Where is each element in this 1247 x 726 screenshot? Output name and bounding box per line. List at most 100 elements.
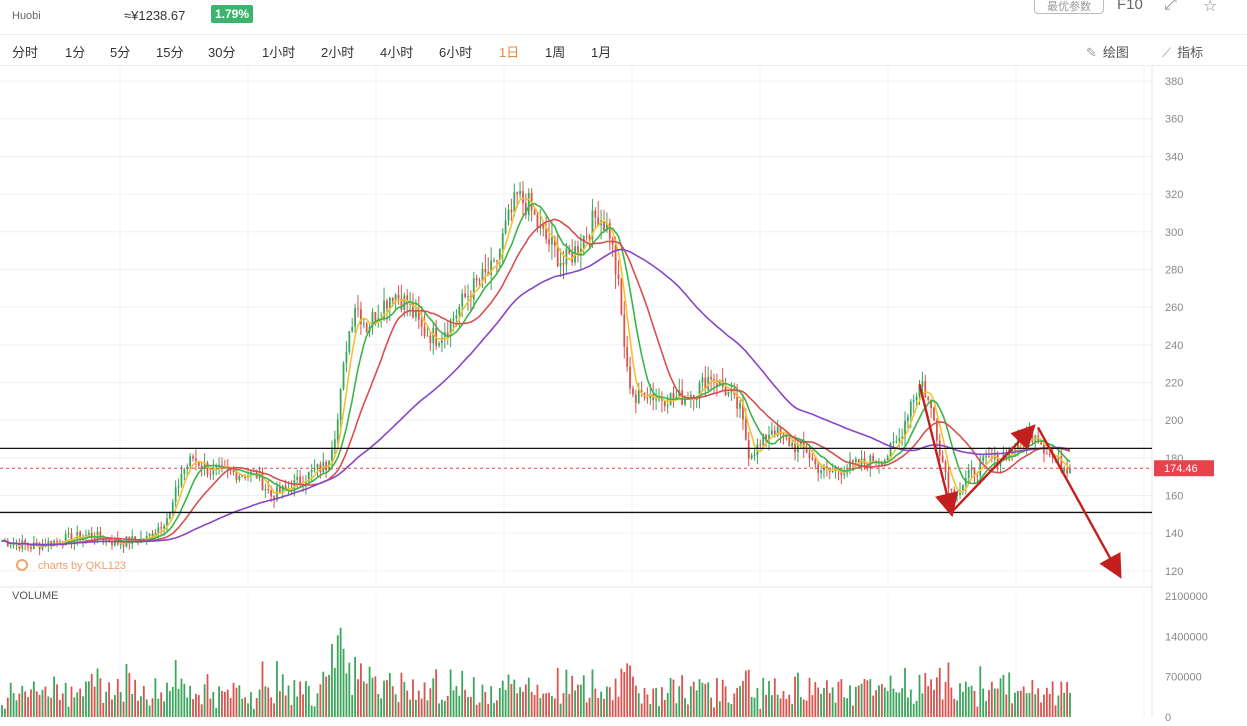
candle-body: [802, 441, 805, 448]
tab-timeframe-7[interactable]: 4小时: [380, 45, 414, 60]
candle-body: [594, 210, 597, 218]
candle-body: [423, 326, 426, 337]
tab-timeframe-9[interactable]: 1日: [499, 45, 520, 60]
tab-timeframe-3[interactable]: 15分: [156, 45, 184, 60]
candle-body: [1045, 453, 1048, 455]
candle-body: [852, 460, 854, 463]
candle-body: [527, 192, 530, 215]
candle-body: [336, 419, 339, 440]
candle-body: [284, 485, 287, 489]
volume-bar: [441, 699, 443, 717]
volume-bar: [597, 698, 600, 717]
star-icon[interactable]: ☆: [1203, 0, 1218, 15]
volume-bar: [684, 698, 686, 717]
volume-bar: [701, 682, 704, 717]
annotation-arrow-1: [950, 424, 1036, 514]
draw-tool-button[interactable]: ✎ 绘图: [1086, 42, 1129, 61]
volume-bar: [154, 678, 157, 717]
volume-bar: [571, 675, 574, 717]
volume-bar: [797, 672, 799, 717]
volume-bar: [863, 678, 866, 717]
candle-body: [426, 335, 429, 337]
volume-bar: [846, 698, 849, 717]
f10-button[interactable]: F10: [1117, 0, 1143, 13]
candle-body: [962, 485, 964, 491]
candle-body: [510, 209, 513, 212]
volume-bar: [125, 664, 128, 717]
candle-body: [1057, 456, 1060, 460]
candle-body: [472, 278, 475, 300]
tab-timeframe-11[interactable]: 1月: [591, 45, 612, 60]
candle-body: [64, 534, 67, 546]
candle-body: [359, 309, 362, 325]
candle-body: [901, 436, 904, 439]
tab-timeframe-4[interactable]: 30分: [208, 45, 236, 60]
candle-body: [904, 420, 906, 437]
volume-bar: [883, 687, 886, 717]
indicator-button[interactable]: ⟋ 指标: [1162, 42, 1203, 61]
volume-bar: [446, 696, 449, 717]
volume-bar: [458, 695, 461, 717]
candle-body: [1008, 448, 1011, 461]
candle-body: [672, 393, 675, 399]
candle-body: [930, 399, 932, 408]
volume-bar: [284, 695, 287, 717]
candle-body: [889, 442, 892, 457]
volume-bar: [238, 685, 241, 717]
candle-body: [762, 434, 765, 446]
volume-bar: [50, 697, 53, 717]
candle-body: [490, 260, 493, 275]
volume-bar: [713, 707, 715, 717]
tab-timeframe-1[interactable]: 1分: [65, 45, 86, 60]
candle-body: [383, 300, 385, 319]
candle-body: [339, 389, 342, 420]
expand-icon[interactable]: ⤢: [1164, 0, 1177, 13]
candle-body: [898, 438, 901, 441]
volume-bar: [724, 686, 727, 717]
volume-bar: [556, 667, 559, 717]
volume-bar: [380, 698, 383, 717]
volume-bar: [678, 686, 681, 717]
tab-timeframe-10[interactable]: 1周: [545, 45, 566, 60]
volume-bar: [484, 692, 487, 717]
candle-body: [414, 309, 417, 318]
volume-bar: [325, 676, 328, 717]
candle-body: [935, 420, 938, 441]
volume-bar: [371, 677, 374, 717]
volume-bar: [866, 680, 869, 717]
tab-timeframe-2[interactable]: 5分: [110, 45, 131, 60]
volume-bar: [235, 687, 238, 717]
candle-body: [458, 306, 461, 316]
volume-bar: [313, 706, 316, 717]
volume-bar: [218, 686, 220, 717]
tab-timeframe-5[interactable]: 1小时: [262, 45, 296, 60]
candle-body: [56, 541, 58, 543]
volume-bar: [715, 677, 718, 717]
candle-body: [553, 237, 556, 246]
volume-bar: [840, 679, 843, 717]
draw-tool-label: 绘图: [1102, 45, 1129, 60]
candle-body: [840, 471, 843, 476]
candle-body: [35, 542, 38, 544]
volume-bar: [111, 699, 113, 717]
volume-bar: [770, 695, 773, 717]
tab-timeframe-0[interactable]: 分时: [12, 45, 39, 60]
optimal-params-button[interactable]: 最优参数: [1034, 0, 1104, 14]
candle-body: [1037, 435, 1040, 443]
price-tick-label: 280: [1165, 264, 1183, 276]
volume-bar: [108, 682, 110, 717]
volume-bar: [501, 680, 504, 717]
tab-timeframe-8[interactable]: 6小时: [439, 45, 473, 60]
price-tick-label: 160: [1165, 490, 1183, 502]
volume-bar: [878, 685, 880, 717]
volume-bar: [1060, 681, 1063, 717]
indicator-label: 指标: [1177, 45, 1204, 60]
candle-body: [536, 214, 539, 228]
candle-body: [394, 294, 397, 301]
volume-bar: [160, 692, 163, 717]
tab-timeframe-6[interactable]: 2小时: [321, 45, 355, 60]
volume-bar: [374, 676, 377, 717]
candle-body: [180, 473, 183, 486]
candle-body: [206, 462, 209, 475]
